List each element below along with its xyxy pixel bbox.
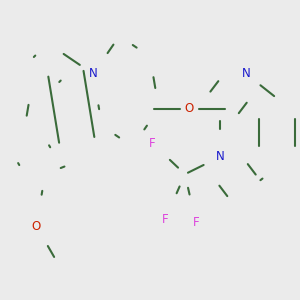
- Text: F: F: [149, 136, 155, 150]
- Text: F: F: [193, 216, 199, 229]
- Text: F: F: [162, 213, 169, 226]
- Text: O: O: [32, 220, 41, 232]
- Text: N: N: [216, 150, 224, 164]
- Text: N: N: [89, 68, 98, 80]
- Text: N: N: [242, 68, 250, 80]
- Text: O: O: [185, 102, 194, 115]
